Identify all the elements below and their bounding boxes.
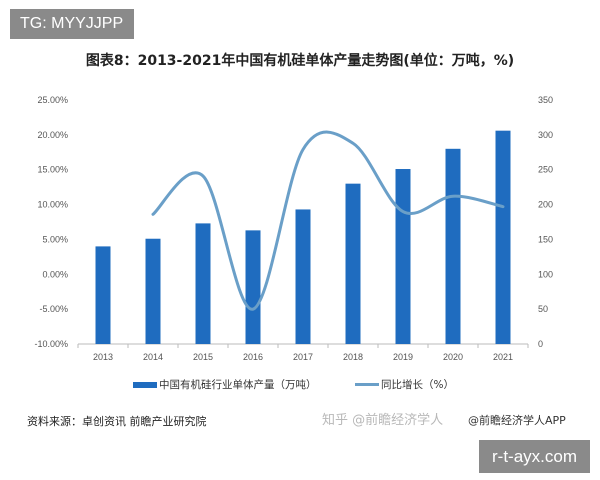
- chart-title: 图表8：2013-2021年中国有机硅单体产量走势图(单位：万吨，%): [85, 53, 515, 69]
- x-tick-label: 2015: [193, 352, 213, 362]
- right-tick-label: 350: [538, 95, 553, 105]
- bar: [245, 230, 261, 344]
- right-tick-label: 300: [538, 130, 553, 140]
- bar: [445, 148, 461, 344]
- growth-point: [352, 142, 354, 144]
- right-tick-label: 0: [538, 339, 543, 349]
- right-tick-label: 150: [538, 234, 553, 244]
- left-tick-label: 5.00%: [42, 234, 68, 244]
- x-tick-label: 2016: [243, 352, 263, 362]
- zhihu-watermark: 知乎 @前瞻经济学人: [322, 413, 444, 428]
- growth-point: [302, 148, 304, 150]
- legend-swatch-bar: [133, 381, 157, 388]
- right-tick-label: 250: [538, 165, 553, 175]
- left-tick-label: 0.00%: [42, 269, 68, 279]
- growth-point: [252, 308, 254, 310]
- bar: [345, 183, 361, 344]
- app-watermark: @前瞻经济学人APP: [468, 414, 566, 427]
- x-tick-label: 2019: [393, 352, 413, 362]
- growth-point: [402, 211, 404, 213]
- x-tick-label: 2014: [143, 352, 163, 362]
- legend-item-bar: 中国有机硅行业单体产量（万吨）: [133, 377, 317, 392]
- growth-point: [502, 206, 504, 208]
- bar: [295, 209, 311, 344]
- bar: [195, 223, 211, 344]
- x-tick-label: 2020: [443, 352, 463, 362]
- right-tick-label: 100: [538, 269, 553, 279]
- left-tick-label: -5.00%: [39, 304, 68, 314]
- legend-item-line: 同比增长（%）: [355, 377, 454, 392]
- x-tick-label: 2021: [493, 352, 513, 362]
- growth-point: [202, 175, 204, 177]
- site-watermark: r-t-ayx.com: [479, 440, 590, 473]
- left-tick-label: 20.00%: [37, 130, 68, 140]
- x-tick-label: 2013: [93, 352, 113, 362]
- bar: [395, 169, 411, 344]
- growth-point: [452, 195, 454, 197]
- left-tick-label: 10.00%: [37, 200, 68, 210]
- legend-swatch-line: [355, 383, 379, 386]
- bar: [495, 130, 511, 344]
- bar: [95, 246, 111, 344]
- growth-point: [152, 213, 154, 215]
- chart: -10.00% -5.00% 0.00% 5.00% 10.00% 15.00% 20.00…: [34, 95, 553, 362]
- bar: [145, 238, 161, 344]
- left-tick-label: -10.00%: [34, 339, 68, 349]
- legend-label-bar: 中国有机硅行业单体产量（万吨）: [159, 379, 317, 391]
- legend-label-line: 同比增长（%）: [381, 379, 454, 391]
- x-tick-label: 2017: [293, 352, 313, 362]
- left-tick-label: 25.00%: [37, 95, 68, 105]
- left-tick-label: 15.00%: [37, 165, 68, 175]
- source-note: 资料来源：卓创资讯 前瞻产业研究院: [27, 415, 207, 428]
- right-tick-label: 200: [538, 200, 553, 210]
- x-tick-label: 2018: [343, 352, 363, 362]
- watermark-badge: TG: MYYJJPP: [10, 9, 134, 39]
- right-tick-label: 50: [538, 304, 548, 314]
